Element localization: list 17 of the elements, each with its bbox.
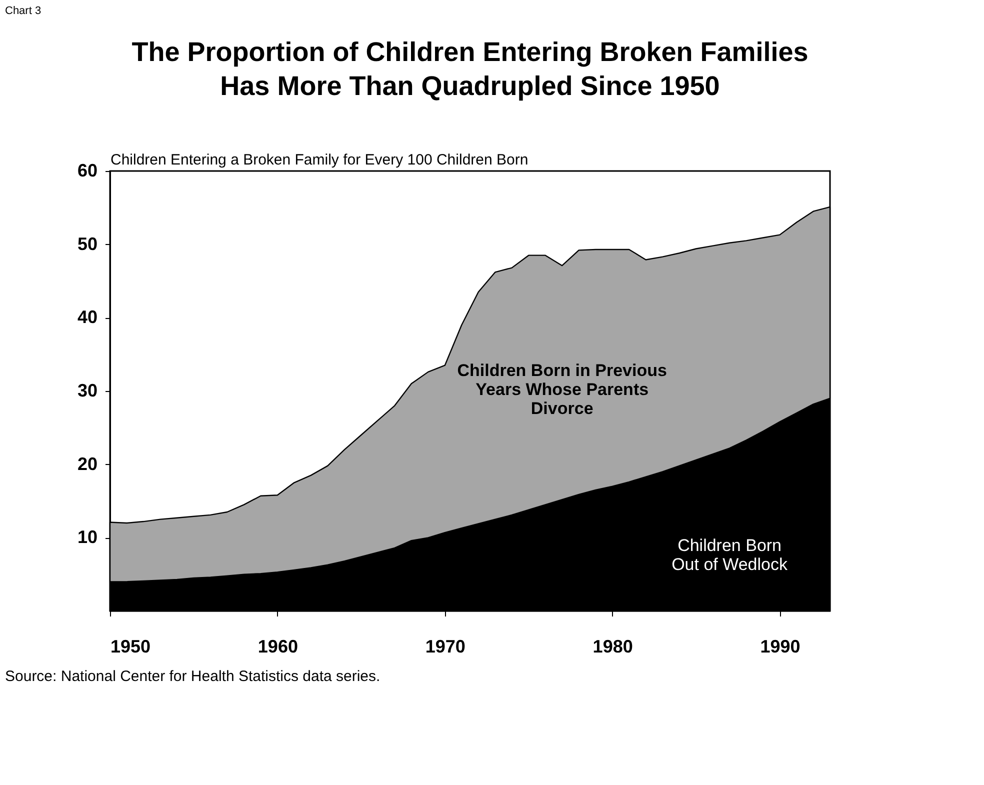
- y-tick-label: 30: [77, 380, 98, 400]
- y-tick-label: 60: [77, 160, 98, 180]
- y-tick-label: 10: [77, 527, 98, 548]
- chart-title: The Proportion of Children Entering Broken Families Has More Than Quadrupled Since 1950: [132, 37, 808, 101]
- y-tick-label: 20: [77, 454, 98, 474]
- caption: Chart 3: [5, 5, 42, 17]
- x-tick-label: 1990: [760, 636, 800, 656]
- x-tick-label: 1980: [592, 636, 633, 656]
- series-label: Children Born in Previous Years Whose Parents Divorce: [457, 360, 667, 418]
- x-tick-label: 1950: [110, 636, 151, 656]
- series-label: Children Born Out of Wedlock: [672, 536, 788, 574]
- y-tick-label: 50: [77, 234, 98, 254]
- y-axis-title: Children Entering a Broken Family for Every 100 Children Born: [110, 152, 528, 168]
- x-tick-label: 1970: [425, 636, 466, 656]
- source-note: Source: National Center for Health Statistics data series.: [5, 668, 380, 685]
- y-tick-label: 40: [77, 307, 98, 328]
- x-tick-label: 1960: [258, 636, 298, 656]
